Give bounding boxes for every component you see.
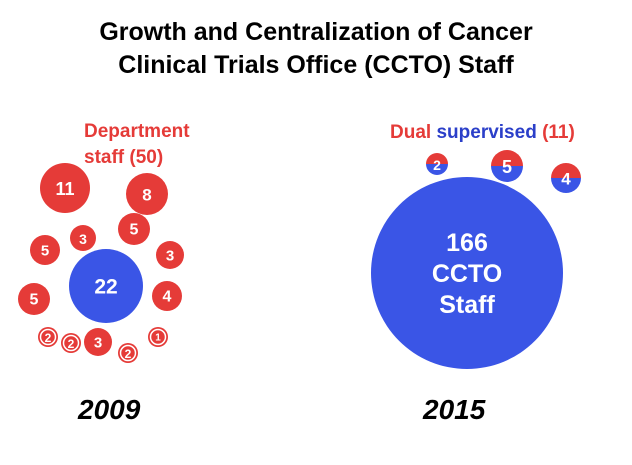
ccto-2009-bubble: 22: [69, 249, 143, 323]
department-bubble-value: 2: [45, 331, 52, 345]
department-bubble-circle: [84, 328, 112, 356]
department-bubble-circle: [152, 281, 182, 311]
dual-supervised-bubble-bottom-half: [551, 178, 581, 193]
department-bubble: 3: [156, 241, 184, 269]
supervised-label-word: supervised: [436, 122, 537, 143]
dual-supervised-bubble-value: 2: [433, 157, 441, 173]
ccto-2009-bubble-value: 22: [94, 276, 117, 299]
ccto-2015-line-3: Staff: [439, 291, 495, 319]
dual-supervised-bubble: 2: [426, 153, 448, 175]
department-bubble-circle: [30, 235, 60, 265]
dual-count-label: (11): [542, 122, 575, 143]
department-bubble-value: 5: [30, 292, 39, 309]
department-bubble: 8: [126, 173, 168, 215]
department-label-line-1: Department: [84, 121, 190, 142]
department-bubble-value: 11: [55, 179, 74, 199]
department-bubble-ring: [62, 334, 80, 352]
department-bubble-circle: [70, 225, 96, 251]
department-bubble: 3: [84, 328, 112, 356]
department-bubble-value: 1: [155, 333, 161, 344]
department-bubble: 2: [118, 343, 138, 363]
ccto-2015-bubble: 166 CCTO Staff: [371, 177, 563, 369]
department-staff-label: Department staff (50): [84, 119, 190, 171]
department-bubble-ring: [39, 328, 57, 346]
department-bubble-circle: [156, 241, 184, 269]
department-bubble: 5: [118, 213, 150, 245]
dual-supervised-bubble-bottom-half: [426, 164, 448, 175]
department-bubble-value: 2: [125, 347, 132, 361]
department-bubble-value: 2: [68, 337, 75, 351]
dual-supervised-bubble-bottom-half: [491, 166, 523, 182]
dual-supervised-bubble-value: 5: [502, 157, 512, 177]
department-bubble-value: 8: [142, 186, 151, 205]
dual-supervised-bubble-top-half: [491, 150, 523, 166]
year-2015-label: 2015: [423, 394, 486, 425]
year-2009-label: 2009: [78, 394, 141, 425]
dual-supervised-label: Dual supervised (11): [390, 120, 575, 146]
department-bubble: 4: [152, 281, 182, 311]
department-bubble: 3: [70, 225, 96, 251]
dual-supervised-bubble-top-half: [551, 163, 581, 178]
department-bubble-circle: [126, 173, 168, 215]
department-bubble-circle: [118, 213, 150, 245]
dual-supervised-bubble-value: 4: [561, 170, 571, 189]
department-bubble: 11: [40, 163, 90, 213]
department-bubble: 1: [148, 327, 168, 347]
department-bubble-value: 3: [166, 248, 174, 265]
department-bubble: 2: [61, 333, 81, 353]
department-bubble-ring: [119, 344, 137, 362]
dual-label-word: Dual: [390, 122, 432, 143]
department-bubble-circle: [40, 163, 90, 213]
chart-title: Growth and Centralization of Cancer Clin…: [0, 16, 632, 82]
department-label-line-2: staff (50): [84, 147, 164, 168]
title-line-2: Clinical Trials Office (CCTO) Staff: [118, 51, 514, 79]
dual-supervised-bubble-top-half: [426, 153, 448, 164]
department-bubble-circle: [18, 283, 50, 315]
ccto-2015-circle: [371, 177, 563, 369]
ccto-2009-bubble-circle: [69, 249, 143, 323]
department-bubble: 5: [30, 235, 60, 265]
department-bubble-value: 5: [41, 243, 49, 260]
title-line-1: Growth and Centralization of Cancer: [99, 18, 533, 46]
department-bubble-value: 5: [130, 222, 139, 239]
department-bubble-ring: [149, 328, 167, 346]
department-bubble: 2: [38, 327, 58, 347]
dual-supervised-bubble: 4: [551, 163, 581, 193]
department-bubble-value: 3: [94, 335, 102, 352]
ccto-2015-line-2: CCTO: [432, 260, 502, 288]
department-bubble-value: 3: [79, 231, 87, 247]
department-bubble-value: 4: [163, 289, 172, 306]
department-bubble: 5: [18, 283, 50, 315]
dual-supervised-bubble: 5: [491, 150, 523, 182]
ccto-2015-line-1: 166: [446, 229, 488, 257]
